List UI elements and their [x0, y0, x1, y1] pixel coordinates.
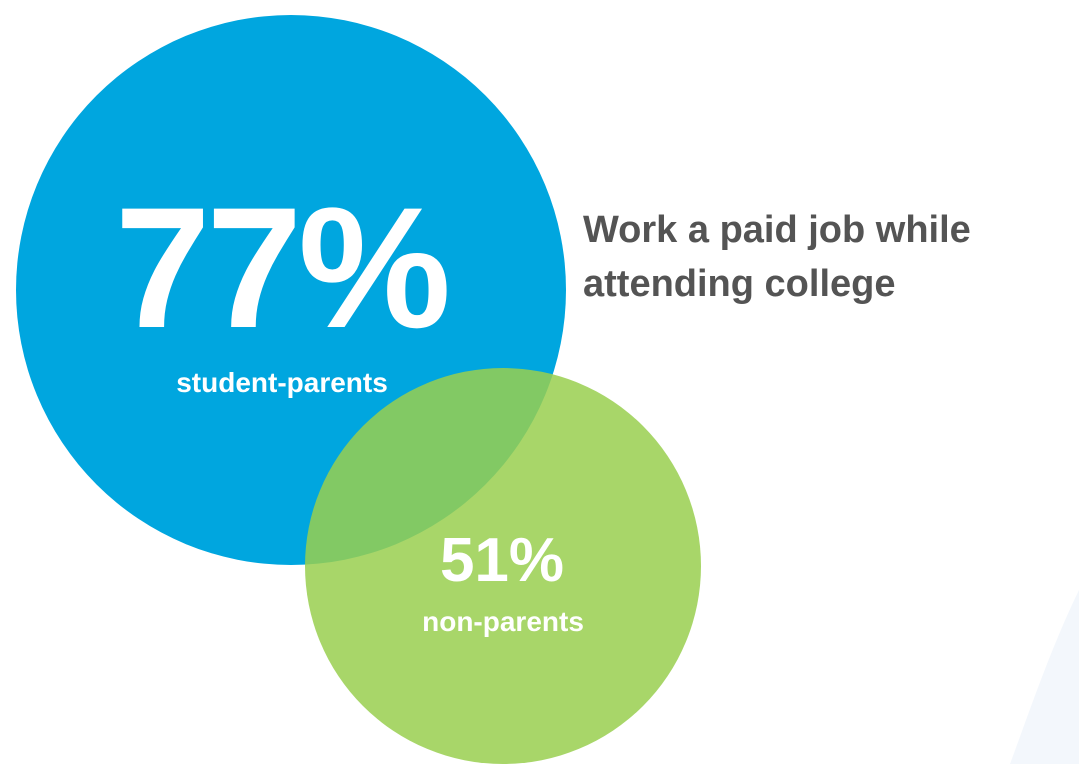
- background-shape: [1010, 590, 1079, 764]
- student-parents-value-label: 77%: [114, 172, 451, 364]
- chart-title-line-1: Work a paid job while: [583, 209, 971, 251]
- student-parents-series-label: student-parents: [176, 367, 388, 398]
- bubble-non-parents: [305, 368, 701, 764]
- non-parents-value-label: 51%: [439, 526, 565, 595]
- chart-title-line-2: attending college: [583, 263, 896, 305]
- chart-title: Work a paid job while attending college: [583, 203, 1073, 311]
- non-parents-series-label: non-parents: [422, 606, 584, 637]
